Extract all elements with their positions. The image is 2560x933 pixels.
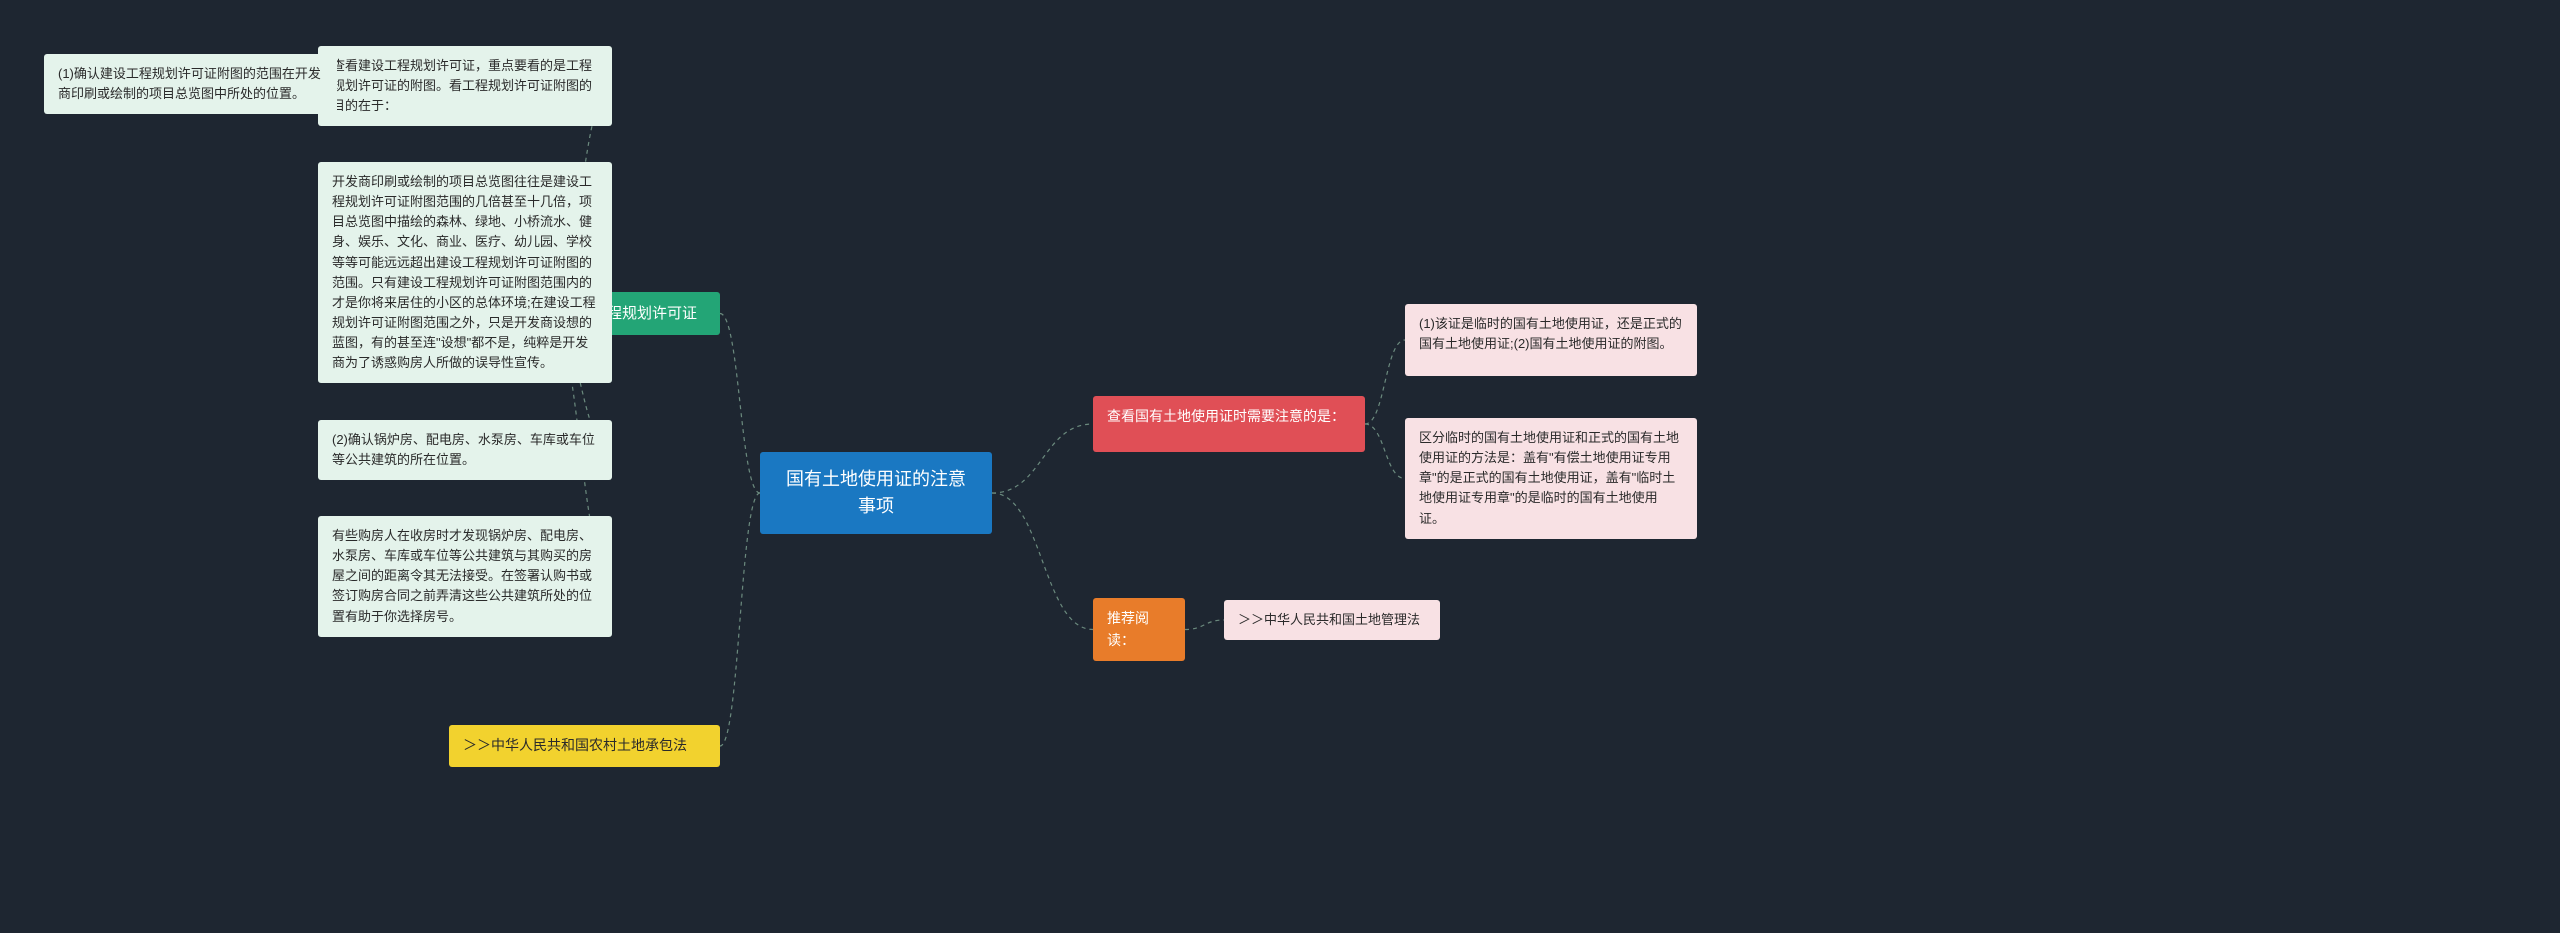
mindmap-node-root: 国有土地使用证的注意事项	[760, 452, 992, 534]
mindmap-node-g1a: (1)确认建设工程规划许可证附图的范围在开发商印刷或绘制的项目总览图中所处的位置…	[44, 54, 337, 114]
connector	[720, 314, 760, 494]
node-label: 区分临时的国有土地使用证和正式的国有土地使用证的方法是：盖有"有偿土地使用证专用…	[1419, 430, 1679, 526]
mindmap-node-g3: (2)确认锅炉房、配电房、水泵房、车库或车位等公共建筑的所在位置。	[318, 420, 612, 480]
connector	[1365, 424, 1405, 479]
node-label: (1)该证是临时的国有土地使用证，还是正式的国有土地使用证;(2)国有土地使用证…	[1419, 316, 1682, 351]
node-label: 推荐阅读：	[1107, 610, 1149, 648]
mindmap-node-b3: 查看国有土地使用证时需要注意的是：	[1093, 396, 1365, 452]
node-label: (2)确认锅炉房、配电房、水泵房、车库或车位等公共建筑的所在位置。	[332, 432, 595, 467]
mindmap-node-p1: (1)该证是临时的国有土地使用证，还是正式的国有土地使用证;(2)国有土地使用证…	[1405, 304, 1697, 376]
node-label: ＞＞中华人民共和国农村土地承包法	[463, 737, 687, 753]
mindmap-node-b2: ＞＞中华人民共和国农村土地承包法	[449, 725, 720, 767]
mindmap-node-g1: 查看建设工程规划许可证，重点要看的是工程规划许可证的附图。看工程规划许可证附图的…	[318, 46, 612, 126]
mindmap-node-p3: ＞＞中华人民共和国土地管理法	[1224, 600, 1440, 640]
node-label: 查看国有土地使用证时需要注意的是：	[1107, 408, 1345, 424]
node-label: ＞＞中华人民共和国土地管理法	[1238, 612, 1420, 627]
node-label: 查看建设工程规划许可证，重点要看的是工程规划许可证的附图。看工程规划许可证附图的…	[332, 58, 592, 113]
connector	[1365, 340, 1405, 424]
node-label: 国有土地使用证的注意事项	[786, 469, 966, 516]
node-label: (1)确认建设工程规划许可证附图的范围在开发商印刷或绘制的项目总览图中所处的位置…	[58, 66, 321, 101]
mindmap-node-p2: 区分临时的国有土地使用证和正式的国有土地使用证的方法是：盖有"有偿土地使用证专用…	[1405, 418, 1697, 539]
mindmap-node-b4: 推荐阅读：	[1093, 598, 1185, 661]
connector	[992, 424, 1093, 493]
mindmap-node-g2: 开发商印刷或绘制的项目总览图往往是建设工程规划许可证附图范围的几倍甚至十几倍，项…	[318, 162, 612, 383]
mindmap-node-g4: 有些购房人在收房时才发现锅炉房、配电房、水泵房、车库或车位等公共建筑与其购买的房…	[318, 516, 612, 637]
node-label: 开发商印刷或绘制的项目总览图往往是建设工程规划许可证附图范围的几倍甚至十几倍，项…	[332, 174, 596, 370]
connector	[992, 493, 1093, 630]
connector	[720, 493, 760, 746]
node-label: 有些购房人在收房时才发现锅炉房、配电房、水泵房、车库或车位等公共建筑与其购买的房…	[332, 528, 592, 624]
connector	[1185, 620, 1224, 630]
